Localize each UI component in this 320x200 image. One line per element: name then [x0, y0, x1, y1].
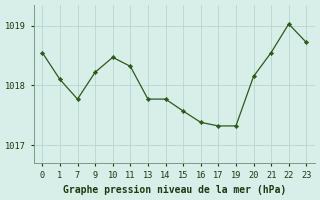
X-axis label: Graphe pression niveau de la mer (hPa): Graphe pression niveau de la mer (hPa) [63, 185, 286, 195]
